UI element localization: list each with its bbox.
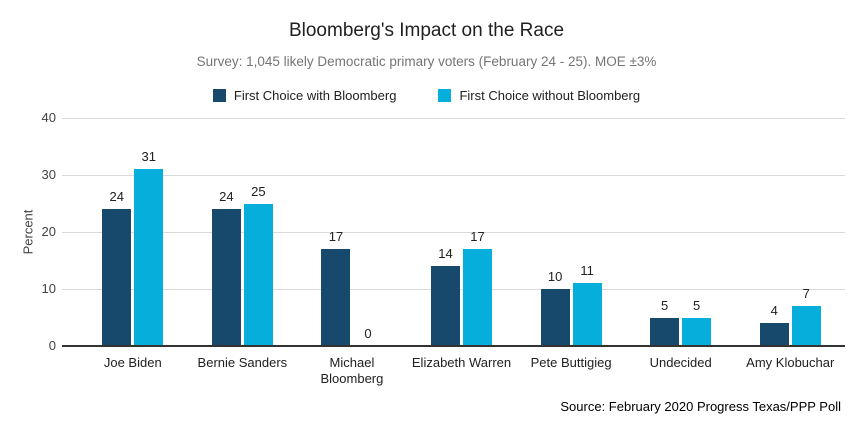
gridline [62, 231, 845, 233]
bar-group: 5 5 Undecided [626, 118, 736, 371]
plot-area: 24 31 Joe Biden 24 25 Bernie Sanders 17 0 Michae… [62, 117, 845, 386]
category-label: Michael Bloomberg [320, 355, 384, 386]
chart-subtitle: Survey: 1,045 likely Democratic primary … [196, 54, 657, 69]
bar-value-label: 31 [141, 149, 157, 165]
bar-value-label: 24 [109, 189, 125, 205]
bar-value-label: 14 [438, 246, 453, 262]
category-label: Elizabeth Warren [411, 355, 512, 370]
category-label: Undecided [649, 355, 712, 370]
bar-value-label: 11 [580, 263, 594, 279]
bar-without-bloomberg: 31 [134, 149, 164, 346]
bar-value-label: 25 [251, 183, 266, 199]
category-label: Amy Klobuchar [746, 355, 835, 370]
gridline [62, 174, 845, 176]
legend-item-without-bloomberg: First Choice without Bloomberg [438, 88, 640, 103]
bar-with-bloomberg: 14 [431, 246, 461, 346]
category-label: Bernie Sanders [197, 355, 288, 370]
y-axis-tick-label: 10 [41, 281, 56, 296]
bar-value-label: 24 [219, 189, 234, 205]
bar-groups: 24 31 Joe Biden 24 25 Bernie Sanders 17 0 Michae… [78, 118, 845, 386]
bar-group: 14 17 Elizabeth Warren [407, 118, 517, 370]
bar-value-label: 4 [770, 303, 778, 319]
bar-without-bloomberg: 25 [243, 184, 273, 346]
legend-label: First Choice with Bloomberg [233, 88, 397, 103]
bar-without-bloomberg: 5 [682, 298, 712, 346]
bar-group: 24 31 Joe Biden [78, 118, 188, 370]
bar-with-bloomberg: 4 [759, 303, 789, 346]
chart-title: Bloomberg's Impact on the Race [288, 20, 565, 41]
bar-value-label: 17 [328, 229, 344, 245]
bar-with-bloomberg: 17 [321, 229, 351, 346]
bar-with-bloomberg: 24 [211, 189, 241, 346]
bar-value-label: 0 [364, 326, 372, 341]
legend-label: First Choice without Bloomberg [459, 88, 641, 103]
bar-group: 24 25 Bernie Sanders [188, 118, 298, 371]
bar-group: 4 7 Amy Klobuchar [735, 118, 845, 370]
source-credit: Source: February 2020 Progress Texas/PPP… [560, 399, 841, 414]
legend-swatch [438, 89, 452, 102]
bar-with-bloomberg: 5 [650, 298, 680, 346]
bar-without-bloomberg: 7 [791, 286, 821, 346]
gridline [62, 117, 845, 119]
bar-value-label: 10 [547, 269, 563, 284]
y-axis-tick-label: 40 [41, 110, 56, 125]
bar-without-bloomberg: 11 [572, 263, 602, 346]
legend-item-with-bloomberg: First Choice with Bloomberg [212, 88, 397, 103]
category-label: Joe Biden [103, 355, 162, 370]
bar-with-bloomberg: 10 [540, 269, 570, 346]
y-axis-tick-label: 30 [41, 167, 56, 182]
bar-without-bloomberg: 17 [463, 229, 493, 346]
legend-swatch [212, 89, 226, 102]
bar-value-label: 5 [661, 297, 669, 313]
bar-group: 10 11 Pete Buttigieg [516, 118, 626, 370]
bar-value-label: 17 [470, 229, 485, 245]
category-label: Pete Buttigieg [530, 355, 612, 370]
y-axis-title: Percent [20, 209, 36, 255]
legend: First Choice with Bloomberg First Choice… [0, 88, 853, 103]
x-axis-baseline [62, 345, 845, 347]
y-axis-tick-label: 0 [48, 338, 56, 353]
bar-with-bloomberg: 24 [102, 189, 132, 346]
bar-value-label: 7 [802, 286, 810, 302]
bar-value-label: 5 [693, 297, 701, 313]
bar-group: 17 0 Michael Bloomberg [297, 118, 407, 385]
